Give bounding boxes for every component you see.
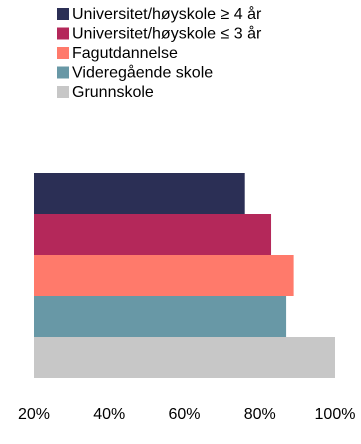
bar: [34, 173, 245, 214]
legend-label: Grunnskole: [72, 84, 154, 101]
bar: [34, 255, 294, 296]
legend-label: Videregående skole: [72, 64, 213, 82]
bar: [34, 296, 287, 337]
x-tick-label: 40%: [93, 406, 125, 423]
legend-swatch: [57, 86, 69, 98]
bars-group: [34, 173, 335, 378]
x-tick-label: 100%: [315, 406, 356, 423]
legend-swatch: [57, 27, 69, 40]
legend-label: Universitet/høyskole ≤ 3 år: [72, 25, 262, 43]
chart-legend: Universitet/høyskole ≥ 4 år Universitet/h…: [57, 5, 262, 101]
x-tick-label: 60%: [168, 406, 200, 423]
legend-label: Universitet/høyskole ≥ 4 år: [72, 5, 262, 23]
x-axis-ticks: 20% 40% 60% 80% 100%: [18, 406, 355, 423]
x-tick-label: 80%: [244, 406, 276, 423]
legend-swatch: [57, 8, 69, 20]
legend-swatch: [57, 47, 69, 59]
x-tick-label: 20%: [18, 406, 50, 423]
legend-label: Fagutdannelse: [72, 45, 178, 62]
bar: [34, 337, 335, 378]
legend-swatch: [57, 66, 69, 79]
bar: [34, 214, 272, 255]
